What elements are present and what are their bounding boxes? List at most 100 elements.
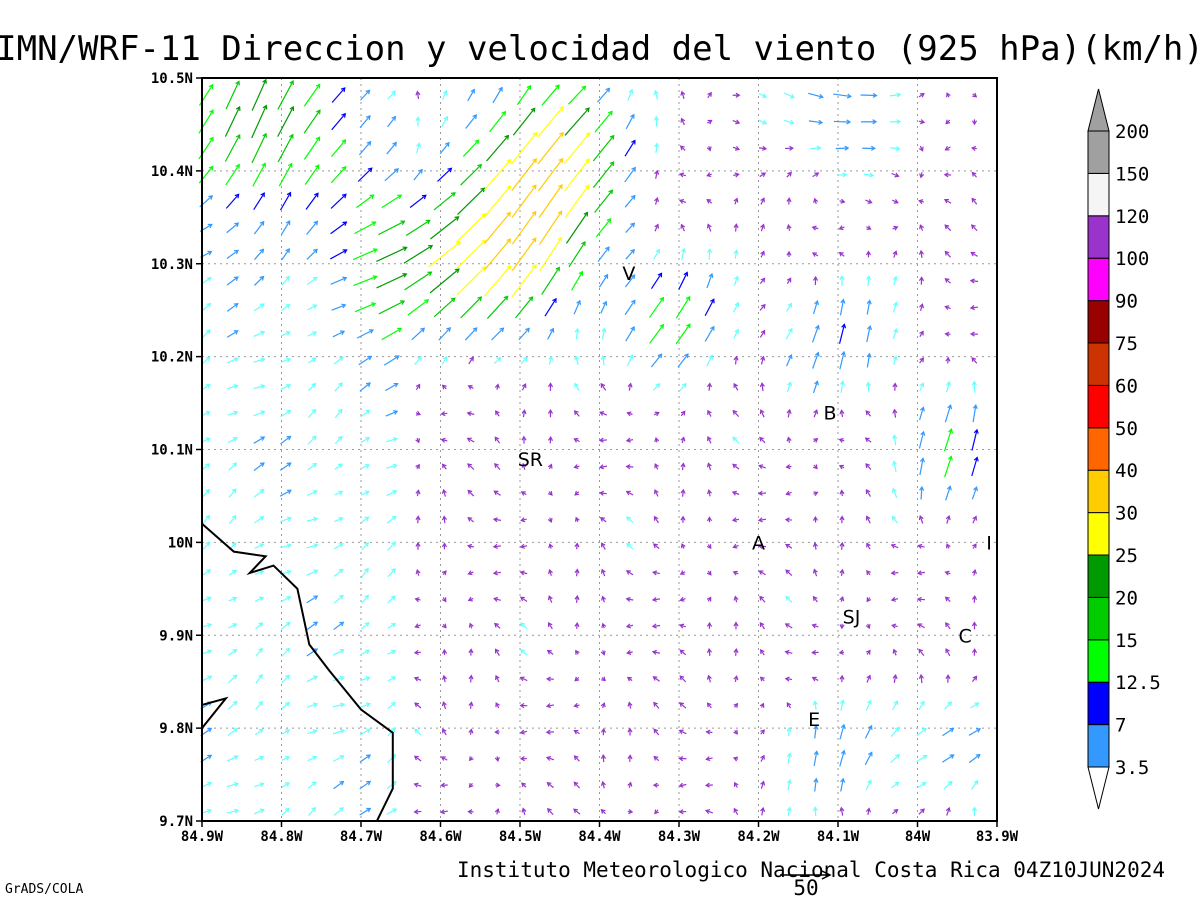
- wind-vector: [332, 728, 346, 735]
- wind-vector-shaft: [359, 807, 371, 816]
- wind-vector-shaft: [919, 407, 924, 421]
- wind-vector-head: [916, 570, 922, 576]
- wind-vector-head: [681, 247, 687, 253]
- wind-vector: [545, 756, 555, 761]
- wind-vector-head: [625, 570, 631, 575]
- wind-vector: [944, 596, 951, 602]
- wind-vector: [415, 489, 421, 497]
- wind-vector-head: [678, 756, 684, 762]
- wind-vector: [407, 299, 430, 316]
- wind-vector: [625, 248, 635, 260]
- wind-vector-head: [652, 676, 658, 681]
- wind-vector-head: [440, 411, 446, 417]
- wind-vector: [784, 119, 795, 125]
- wind-vector: [969, 331, 978, 337]
- wind-vector-shaft: [544, 298, 557, 317]
- wind-vector-shaft: [224, 134, 241, 162]
- wind-vector-shaft: [361, 516, 369, 523]
- wind-vector: [864, 751, 873, 766]
- wind-vector: [681, 247, 687, 261]
- wind-vector-shaft: [386, 808, 397, 815]
- wind-vector-head: [519, 676, 525, 682]
- wind-vector-head: [812, 515, 819, 521]
- wind-vector-shaft: [281, 782, 290, 789]
- wind-vector-shaft: [734, 356, 738, 365]
- wind-vector-head: [786, 197, 792, 203]
- wind-vector-shaft: [520, 356, 528, 365]
- wind-vector-shaft: [468, 356, 474, 365]
- wind-vector-head: [684, 353, 689, 359]
- wind-vector: [971, 171, 977, 178]
- wind-vector: [918, 93, 925, 98]
- wind-vector-shaft: [360, 89, 370, 101]
- wind-vector: [564, 107, 590, 136]
- wind-vector-shaft: [409, 194, 427, 208]
- wind-vector-head: [598, 437, 604, 443]
- wind-vector: [441, 355, 448, 365]
- wind-vector-head: [785, 543, 791, 549]
- wind-vector: [919, 172, 925, 179]
- wind-vector: [281, 755, 291, 761]
- wind-vector-head: [655, 248, 660, 254]
- wind-vector: [281, 807, 290, 816]
- wind-vector: [864, 724, 873, 739]
- wind-vector: [624, 166, 636, 183]
- wind-vector-shaft: [228, 597, 237, 602]
- wind-vector: [511, 184, 537, 218]
- wind-vector: [969, 305, 979, 311]
- wind-vector: [545, 703, 555, 709]
- colorbar-bin: [1087, 257, 1110, 302]
- wind-vector: [600, 780, 606, 789]
- wind-vector-shaft: [228, 649, 237, 656]
- wind-vector: [539, 236, 563, 272]
- wind-vector-head: [839, 699, 845, 705]
- wind-vector: [495, 410, 500, 417]
- wind-vector: [306, 490, 318, 496]
- wind-vector: [653, 248, 660, 260]
- wind-vector: [675, 295, 691, 319]
- wind-vector: [760, 223, 766, 232]
- y-tick-label: 9.9N: [159, 628, 193, 644]
- wind-vector-head: [413, 782, 419, 788]
- wind-vector-head: [627, 382, 633, 388]
- wind-vector-shaft: [891, 516, 899, 524]
- wind-vector: [254, 543, 265, 549]
- wind-vector-shaft: [228, 488, 237, 498]
- wind-vector-head: [680, 436, 686, 442]
- wind-vector-head: [338, 382, 343, 388]
- wind-vector-head: [679, 623, 685, 629]
- wind-vector: [785, 327, 793, 340]
- wind-vector: [733, 223, 739, 232]
- wind-vector-head: [706, 223, 712, 229]
- wind-vector-head: [340, 702, 346, 708]
- wind-vector-shaft: [890, 147, 900, 150]
- wind-vector-shaft: [548, 595, 553, 603]
- wind-vector-shaft: [574, 755, 580, 762]
- wind-vector-head: [867, 699, 872, 705]
- wind-vector-head: [865, 410, 871, 416]
- wind-vector-head: [947, 404, 953, 410]
- wind-vector: [354, 302, 377, 313]
- wind-vector-head: [573, 464, 579, 470]
- wind-vector-head: [394, 355, 400, 360]
- wind-vector-head: [313, 675, 319, 681]
- wind-vector-head: [521, 435, 527, 441]
- wind-vector: [414, 355, 422, 365]
- wind-vector: [760, 355, 766, 365]
- wind-vector-head: [890, 570, 896, 576]
- wind-vector: [653, 701, 660, 709]
- wind-vector: [625, 570, 634, 576]
- wind-vector-head: [392, 437, 399, 443]
- wind-vector: [786, 277, 792, 284]
- wind-vector: [945, 806, 951, 816]
- wind-vector: [919, 303, 925, 311]
- wind-vector-shaft: [708, 249, 711, 260]
- wind-vector: [972, 515, 978, 524]
- wind-vector-head: [233, 330, 239, 335]
- wind-vector-head: [366, 754, 372, 760]
- wind-vector: [253, 275, 265, 286]
- wind-vector: [625, 326, 635, 342]
- wind-vector-head: [450, 192, 456, 197]
- wind-vector: [865, 699, 872, 711]
- wind-vector-shaft: [253, 358, 265, 363]
